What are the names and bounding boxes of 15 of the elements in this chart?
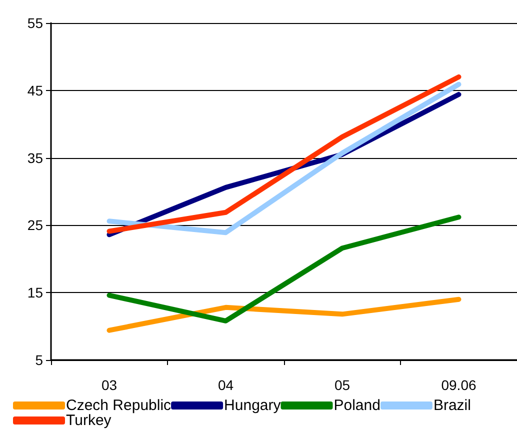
y-tick-label: 45: [27, 82, 44, 98]
legend-label: Hungary: [224, 397, 282, 414]
y-tick-label: 55: [27, 15, 44, 31]
legend-label: Turkey: [66, 412, 112, 429]
y-tick-label: 35: [27, 150, 44, 166]
y-tick-label: 15: [27, 284, 44, 301]
legend-label: Czech Republic: [66, 397, 172, 414]
legend-label: Poland: [334, 397, 380, 414]
y-tick-label: 5: [35, 352, 44, 368]
legend-label: Brazil: [433, 397, 471, 414]
y-tick-label: 25: [27, 217, 44, 234]
x-tick-label: 05: [334, 377, 350, 393]
x-tick-label: 09.06: [441, 377, 476, 393]
x-tick-label: 04: [218, 377, 234, 393]
x-tick-label: 03: [101, 377, 118, 393]
